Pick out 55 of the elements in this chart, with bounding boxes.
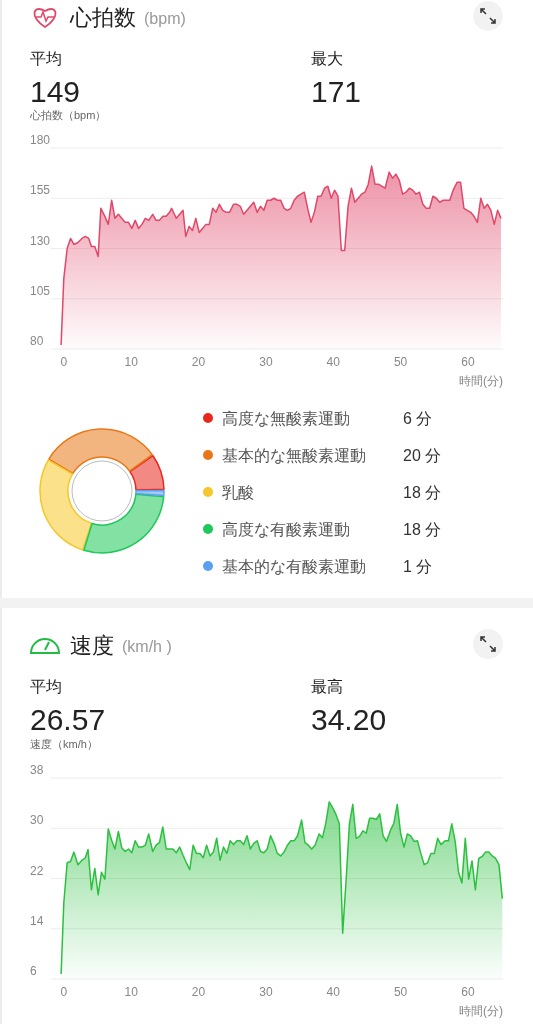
text: 34.20 <box>311 703 387 736</box>
x-tick-label: 40 <box>326 355 341 369</box>
data-label: 18 分 <box>403 521 442 538</box>
x-tick-label: 10 <box>124 355 139 369</box>
donut-slice <box>135 489 165 497</box>
x-tick-label: 50 <box>393 355 408 369</box>
y-tick-label: 155 <box>30 183 51 198</box>
text: 心拍数 <box>69 5 136 30</box>
text: (km/h ) <box>122 638 172 655</box>
donut-slice <box>48 428 153 475</box>
y-tick-label: 80 <box>30 334 44 348</box>
text: 平均 <box>30 678 62 695</box>
text: 速度 <box>70 633 114 658</box>
y-tick-label: 6 <box>30 964 37 978</box>
y-tick-label: 30 <box>30 813 44 828</box>
x-tick-label: 30 <box>259 985 273 999</box>
legend-label: 乳酸 <box>222 484 254 501</box>
text: 平均 <box>30 50 62 67</box>
y-tick-label: 130 <box>30 233 51 248</box>
x-tick-label: 0 <box>60 355 68 369</box>
donut-slice <box>129 454 165 491</box>
donut-slice <box>39 459 93 551</box>
x-axis-title: 時間(分) <box>459 374 503 388</box>
data-label: 6 分 <box>403 410 433 427</box>
data-label: 1 分 <box>403 558 433 575</box>
x-tick-label: 60 <box>461 355 475 369</box>
y-tick-label: 22 <box>30 863 44 878</box>
text: 149 <box>30 75 81 108</box>
x-tick-label: 60 <box>461 985 475 999</box>
text: (bpm) <box>144 10 186 27</box>
x-tick-label: 20 <box>191 985 206 999</box>
y-tick-label: 180 <box>30 133 51 147</box>
donut-slice <box>83 493 165 554</box>
legend-label: 基本的な無酸素運動 <box>222 447 366 464</box>
text: 最高 <box>311 678 343 695</box>
y-tick-label: 38 <box>30 763 44 777</box>
x-tick-label: 40 <box>326 985 341 999</box>
text: 最大 <box>311 50 343 67</box>
data-label: 18 分 <box>403 484 442 501</box>
x-tick-label: 0 <box>60 985 68 999</box>
y-tick-label: 105 <box>30 283 51 298</box>
x-tick-label: 50 <box>393 985 408 999</box>
y-axis-title: 心拍数（bpm） <box>29 109 107 121</box>
text: 26.57 <box>30 703 106 736</box>
data-label: 20 分 <box>403 447 442 464</box>
legend-label: 高度な無酸素運動 <box>222 410 350 427</box>
legend-label: 基本的な有酸素運動 <box>222 558 366 575</box>
x-axis-title: 時間(分) <box>459 1004 503 1018</box>
x-tick-label: 10 <box>124 985 139 999</box>
y-axis-title: 速度（km/h） <box>30 738 98 750</box>
x-tick-label: 30 <box>259 355 273 369</box>
text: 171 <box>311 75 362 108</box>
y-tick-label: 14 <box>30 913 44 928</box>
x-tick-label: 20 <box>191 355 206 369</box>
legend-label: 高度な有酸素運動 <box>222 521 350 538</box>
